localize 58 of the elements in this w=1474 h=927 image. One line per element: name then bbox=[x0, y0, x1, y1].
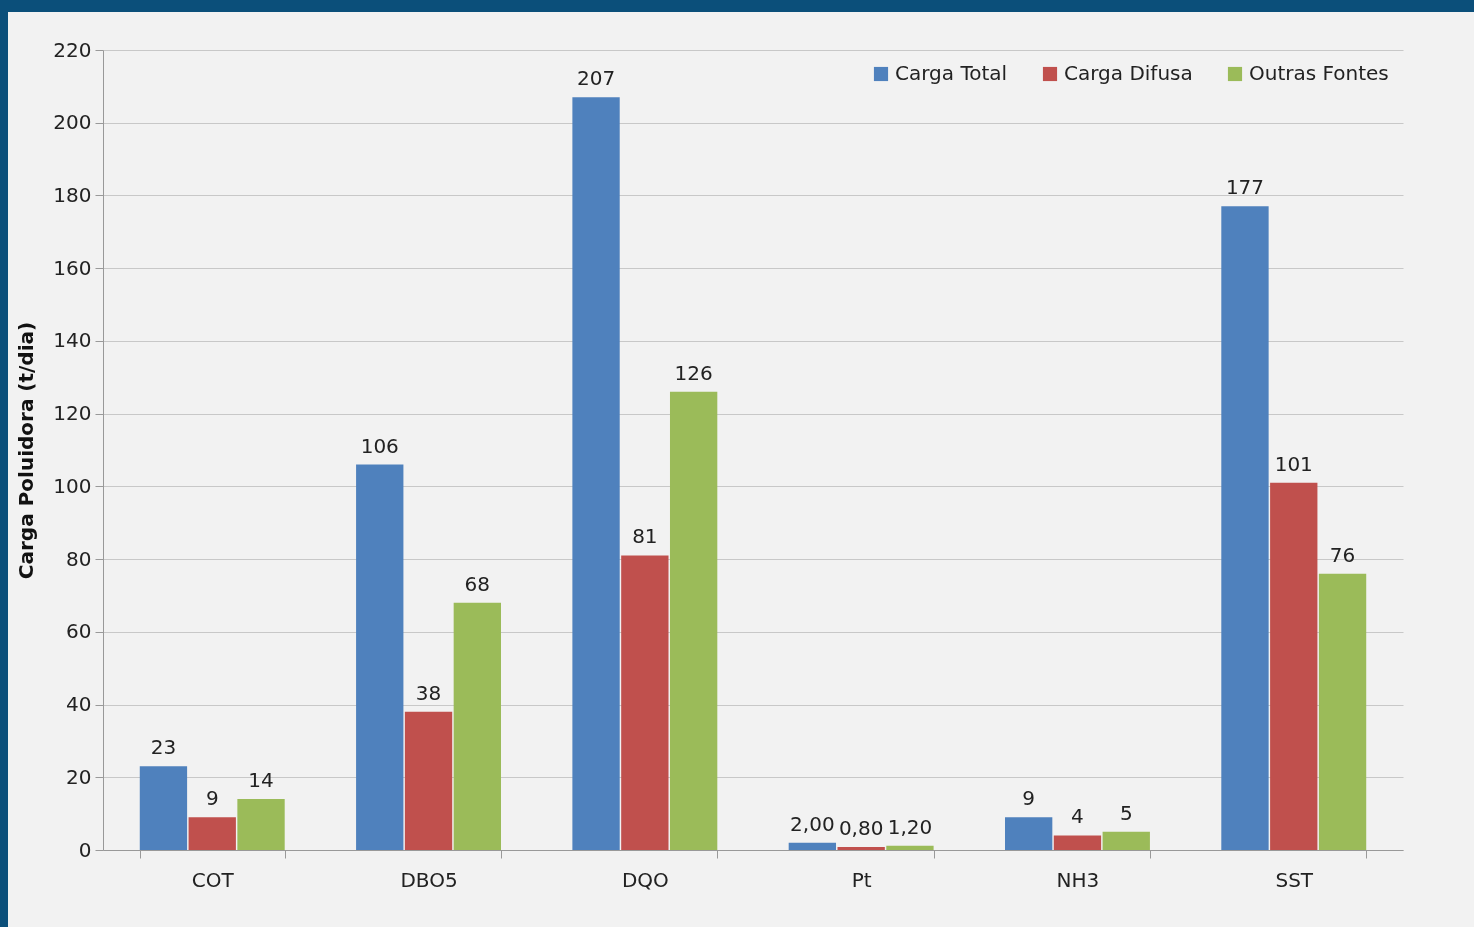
legend-label: Carga Difusa bbox=[1064, 61, 1193, 85]
x-tick-label: DQO bbox=[621, 867, 669, 892]
x-tick-label: NH3 bbox=[1056, 867, 1100, 892]
bar bbox=[356, 464, 404, 850]
data-label: 207 bbox=[576, 66, 616, 91]
y-tick-label: 40 bbox=[66, 692, 92, 717]
y-tick-label: 80 bbox=[66, 546, 92, 571]
bar bbox=[139, 766, 188, 850]
data-label: 5 bbox=[1119, 800, 1133, 825]
bar bbox=[1270, 482, 1318, 850]
data-label: 1,20 bbox=[887, 814, 933, 839]
bar bbox=[404, 711, 453, 850]
data-label: 76 bbox=[1329, 542, 1356, 567]
x-tick-label: SST bbox=[1275, 867, 1314, 892]
data-label: 14 bbox=[248, 768, 274, 793]
legend-label: Outras Fontes bbox=[1249, 61, 1389, 85]
bar bbox=[886, 845, 934, 850]
data-label: 68 bbox=[464, 571, 491, 596]
y-tick-label: 140 bbox=[53, 328, 92, 353]
y-tick-label: 200 bbox=[53, 110, 92, 135]
bar bbox=[1221, 206, 1269, 850]
y-tick-label: 220 bbox=[53, 37, 92, 62]
bar bbox=[621, 555, 669, 850]
x-tick-label: DBO5 bbox=[400, 867, 458, 892]
y-tick-label: 120 bbox=[53, 401, 92, 426]
data-label: 2,00 bbox=[790, 811, 835, 836]
data-label: 126 bbox=[674, 360, 713, 385]
data-label: 81 bbox=[632, 524, 658, 549]
data-label: 9 bbox=[1022, 786, 1036, 811]
y-tick-label: 0 bbox=[78, 837, 92, 862]
data-label: 23 bbox=[150, 735, 177, 760]
data-label: 38 bbox=[415, 680, 442, 705]
x-tick-label: Pt bbox=[851, 867, 872, 892]
data-label: 106 bbox=[360, 433, 399, 458]
data-label: 0,80 bbox=[838, 816, 884, 841]
y-tick-label: 20 bbox=[66, 764, 92, 789]
data-label: 101 bbox=[1274, 451, 1313, 476]
bar bbox=[669, 391, 718, 850]
bar bbox=[237, 799, 285, 850]
bar bbox=[788, 842, 837, 850]
y-tick-label: 180 bbox=[53, 182, 92, 207]
bar bbox=[1005, 817, 1053, 850]
legend-label: Carga Total bbox=[895, 61, 1008, 85]
bar bbox=[837, 847, 885, 850]
bar bbox=[1318, 573, 1367, 850]
bar bbox=[1053, 835, 1102, 850]
bar bbox=[453, 602, 501, 850]
bar bbox=[1102, 831, 1150, 850]
x-tick-label: COT bbox=[191, 867, 235, 892]
bar bbox=[188, 817, 236, 850]
y-axis-title: Carga Poluidora (t/dia) bbox=[14, 321, 39, 580]
y-tick-label: 160 bbox=[53, 255, 92, 280]
bar bbox=[572, 97, 620, 850]
y-tick-label: 60 bbox=[66, 619, 92, 644]
data-label: 4 bbox=[1071, 804, 1084, 829]
data-label: 177 bbox=[1225, 175, 1265, 200]
data-label: 9 bbox=[205, 786, 219, 811]
y-tick-label: 100 bbox=[53, 473, 92, 498]
